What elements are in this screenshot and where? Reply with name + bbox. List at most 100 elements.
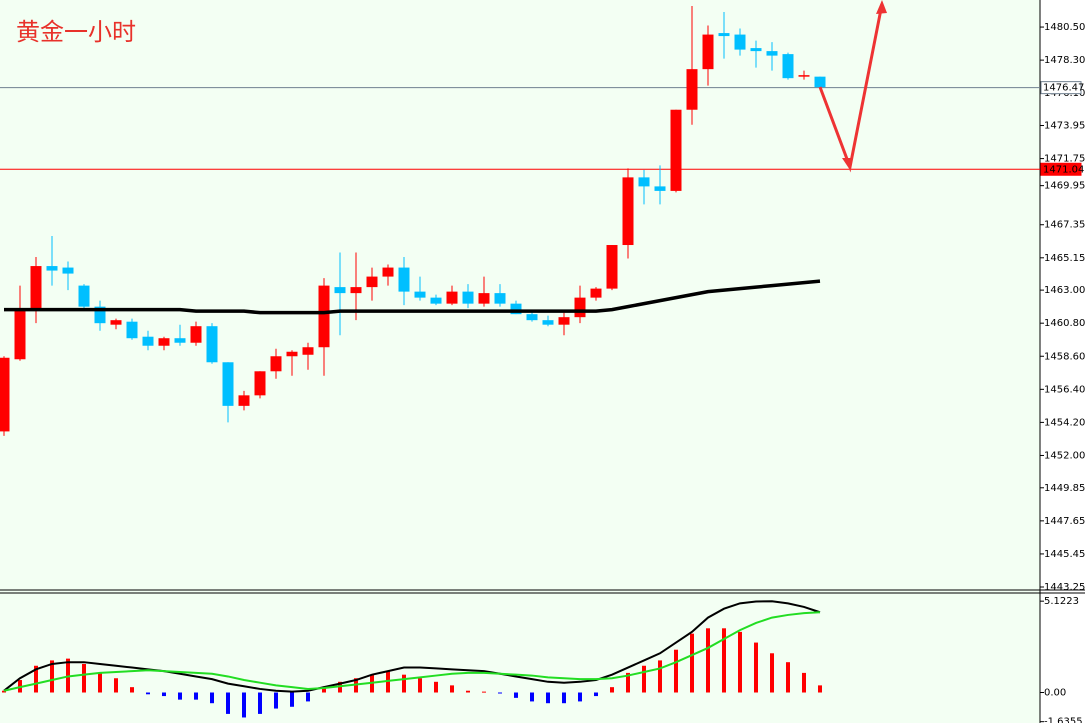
y-tick-label: 1460.80 xyxy=(1044,318,1085,329)
candle-body xyxy=(286,351,298,357)
histogram-bar xyxy=(146,692,150,695)
histogram-bar xyxy=(322,687,326,693)
candle-body xyxy=(510,303,522,315)
histogram-bar xyxy=(242,692,246,718)
candle-body xyxy=(702,34,714,70)
candle-body xyxy=(670,109,682,191)
candle-body xyxy=(686,69,698,110)
candle-body xyxy=(158,338,170,346)
histogram-bar xyxy=(450,685,454,693)
y-tick-label: 1471.75 xyxy=(1044,154,1085,165)
histogram-bar xyxy=(290,692,294,707)
price-label: 1471.04 xyxy=(1043,164,1084,175)
y-tick-label: 1452.00 xyxy=(1044,450,1085,461)
histogram-bar xyxy=(674,649,678,693)
y-tick-label: 1473.95 xyxy=(1044,121,1085,132)
arrow-head xyxy=(876,0,887,14)
histogram-bar xyxy=(98,672,102,693)
histogram-bar xyxy=(210,692,214,704)
y-tick-label: 1443.25 xyxy=(1044,582,1085,593)
y-tick-label: 1463.00 xyxy=(1044,285,1085,296)
candle-body xyxy=(430,297,442,304)
plot-background xyxy=(0,0,1040,723)
histogram-bar xyxy=(626,672,630,693)
histogram-bar xyxy=(50,660,54,693)
price-label-box xyxy=(1040,81,1082,95)
candle-body xyxy=(126,321,138,339)
y-tick-label: 1478.30 xyxy=(1044,55,1085,66)
y-tick-label: 1469.95 xyxy=(1044,181,1085,192)
y-tick-label: 1465.15 xyxy=(1044,253,1085,264)
candle-body xyxy=(398,267,410,292)
candle-body xyxy=(30,266,42,310)
candle-body xyxy=(382,267,394,277)
candle-body xyxy=(0,357,10,432)
histogram-bar xyxy=(434,681,438,693)
indicator-line xyxy=(3,611,821,692)
y-tick-label: 1456.40 xyxy=(1044,384,1085,395)
histogram-bar xyxy=(130,687,134,693)
y-tick-label: 0.00 xyxy=(1044,688,1066,699)
candle-body xyxy=(366,276,378,288)
histogram-bar xyxy=(258,692,262,714)
axis-background xyxy=(1040,0,1085,723)
price-label: 1476.47 xyxy=(1043,83,1084,94)
candle-body xyxy=(238,395,250,406)
candle-body xyxy=(798,75,810,77)
histogram-bar xyxy=(274,692,278,709)
histogram-bar xyxy=(82,663,86,693)
histogram-bar xyxy=(418,678,422,693)
candle-body xyxy=(494,293,506,304)
candle-body xyxy=(270,356,282,372)
candle-body xyxy=(174,338,186,343)
histogram-bar xyxy=(802,672,806,693)
candle-body xyxy=(558,317,570,325)
histogram-bar xyxy=(546,692,550,704)
histogram-bar xyxy=(306,692,310,702)
histogram-bar xyxy=(706,628,710,693)
histogram-bar xyxy=(770,653,774,693)
histogram-bar xyxy=(226,692,230,714)
histogram-bar xyxy=(754,642,758,693)
histogram-bar xyxy=(610,687,614,693)
candle-body xyxy=(478,293,490,304)
histogram-bar xyxy=(2,690,6,693)
candle-body xyxy=(526,314,538,321)
histogram-bar xyxy=(738,631,742,693)
histogram-bar xyxy=(786,662,790,693)
y-tick-label: 1458.60 xyxy=(1044,351,1085,362)
candle-body xyxy=(302,347,314,355)
y-tick-label: 1445.45 xyxy=(1044,549,1085,560)
histogram-bar xyxy=(530,692,534,702)
candle-body xyxy=(622,177,634,246)
candle-body xyxy=(190,326,202,343)
candle-body xyxy=(254,371,266,396)
histogram-bar xyxy=(466,690,470,693)
y-tick-label: -1.6355 xyxy=(1044,717,1083,723)
candle-body xyxy=(446,291,458,304)
chart-title: 黄金一小时 xyxy=(16,18,136,46)
candle-body xyxy=(814,76,826,88)
candle-body xyxy=(78,285,90,307)
histogram-bar xyxy=(482,691,486,693)
candle-body xyxy=(766,51,778,56)
candle-body xyxy=(606,245,618,289)
histogram-bar xyxy=(562,692,566,704)
candle-body xyxy=(62,267,74,274)
histogram-bar xyxy=(690,633,694,693)
candle-body xyxy=(750,48,762,52)
candle-body xyxy=(334,287,346,294)
candle-body xyxy=(14,309,26,360)
histogram-bar xyxy=(514,692,518,698)
histogram-bar xyxy=(114,678,118,693)
candle-body xyxy=(574,297,586,318)
histogram-bar xyxy=(194,692,198,700)
candle-body xyxy=(542,320,554,325)
candle-body xyxy=(142,336,154,346)
price-label-box xyxy=(1040,162,1082,176)
histogram-bar xyxy=(658,660,662,693)
candle-body xyxy=(782,54,794,79)
y-tick-label: 5.1223 xyxy=(1044,596,1079,607)
candle-body xyxy=(350,287,362,294)
